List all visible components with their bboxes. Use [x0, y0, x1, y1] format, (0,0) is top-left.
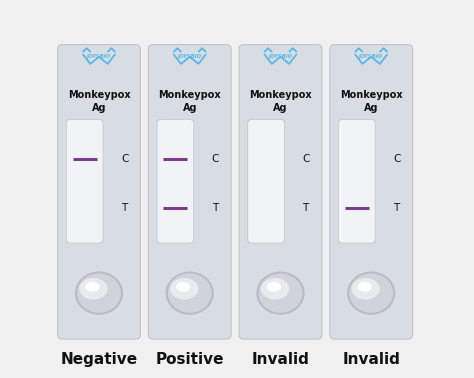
FancyBboxPatch shape — [58, 45, 140, 339]
Text: Ag: Ag — [364, 103, 378, 113]
Text: Monkeypox: Monkeypox — [249, 90, 312, 100]
FancyBboxPatch shape — [239, 45, 322, 339]
Ellipse shape — [261, 278, 289, 300]
Text: T: T — [393, 203, 400, 212]
Ellipse shape — [170, 278, 199, 300]
Text: Ag: Ag — [273, 103, 288, 113]
Text: C: C — [212, 154, 219, 164]
Ellipse shape — [347, 271, 395, 315]
FancyBboxPatch shape — [339, 120, 375, 243]
FancyBboxPatch shape — [247, 119, 285, 243]
Text: T: T — [121, 203, 127, 212]
Text: Ag: Ag — [182, 103, 197, 113]
Text: JOYSBIO: JOYSBIO — [178, 54, 202, 59]
Text: Invalid: Invalid — [342, 352, 400, 367]
Text: C: C — [393, 154, 401, 164]
Ellipse shape — [351, 278, 380, 300]
FancyBboxPatch shape — [157, 119, 194, 243]
FancyBboxPatch shape — [248, 120, 284, 243]
Ellipse shape — [267, 282, 281, 292]
Ellipse shape — [349, 274, 393, 313]
FancyBboxPatch shape — [338, 119, 375, 243]
Text: Invalid: Invalid — [252, 352, 310, 367]
Text: T: T — [212, 203, 218, 212]
Ellipse shape — [168, 274, 212, 313]
Ellipse shape — [165, 271, 214, 315]
Text: JOYSBIO: JOYSBIO — [359, 54, 383, 59]
Ellipse shape — [85, 282, 100, 292]
Ellipse shape — [75, 271, 123, 315]
Text: Monkeypox: Monkeypox — [340, 90, 402, 100]
Text: JOYSBIO: JOYSBIO — [268, 54, 292, 59]
Text: Monkeypox: Monkeypox — [158, 90, 221, 100]
Text: Monkeypox: Monkeypox — [68, 90, 130, 100]
Ellipse shape — [176, 282, 190, 292]
Text: Positive: Positive — [155, 352, 224, 367]
FancyBboxPatch shape — [148, 45, 231, 339]
Ellipse shape — [79, 278, 108, 300]
FancyBboxPatch shape — [66, 119, 103, 243]
Text: T: T — [302, 203, 309, 212]
Ellipse shape — [77, 274, 121, 313]
Text: Negative: Negative — [61, 352, 137, 367]
Text: JOYSBIO: JOYSBIO — [87, 54, 111, 59]
Text: C: C — [121, 154, 128, 164]
Ellipse shape — [256, 271, 305, 315]
FancyBboxPatch shape — [330, 45, 412, 339]
Ellipse shape — [258, 274, 302, 313]
Text: Ag: Ag — [92, 103, 106, 113]
Ellipse shape — [357, 282, 372, 292]
Text: C: C — [302, 154, 310, 164]
FancyBboxPatch shape — [67, 120, 102, 243]
FancyBboxPatch shape — [157, 120, 193, 243]
